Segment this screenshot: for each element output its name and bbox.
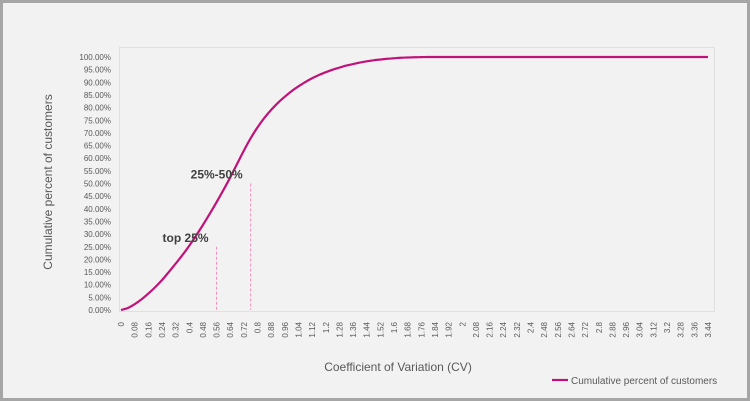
y-tick-label: 40.00% <box>84 205 111 214</box>
x-tick-label: 0.4 <box>185 321 194 333</box>
x-tick-label: 3.2 <box>663 321 672 333</box>
x-tick-label: 2.48 <box>540 321 549 337</box>
x-tick-label: 2.32 <box>513 321 522 337</box>
plot-area <box>119 47 715 312</box>
x-tick-label: 1.28 <box>335 321 344 337</box>
annotation-guides <box>216 183 252 310</box>
x-tick-label: 0.48 <box>199 321 208 337</box>
y-tick-label: 25.00% <box>84 243 111 252</box>
x-tick-label: 0 <box>117 321 126 326</box>
y-tick-label: 20.00% <box>84 255 111 264</box>
x-tick-label: 0.08 <box>131 321 140 337</box>
x-tick-label: 2.8 <box>595 321 604 333</box>
x-tick-label: 0.72 <box>240 321 249 337</box>
x-tick-label: 0.88 <box>267 321 276 337</box>
y-tick-label: 65.00% <box>84 142 111 151</box>
x-tick-label: 0.16 <box>144 321 153 337</box>
x-tick-label: 2.08 <box>472 321 481 337</box>
y-tick-label: 80.00% <box>84 104 111 113</box>
y-tick-label: 5.00% <box>88 293 111 302</box>
x-tick-label: 0.8 <box>254 321 263 333</box>
x-tick-label: 2.88 <box>608 321 617 337</box>
annotation-label: top 25% <box>163 231 209 245</box>
legend-label: Cumulative percent of customers <box>571 376 717 387</box>
annotation-label: 25%-50% <box>191 168 243 182</box>
x-tick-label: 2.4 <box>527 321 536 333</box>
x-tick-label: 0.96 <box>281 321 290 337</box>
y-tick-label: 60.00% <box>84 154 111 163</box>
y-tick-label: 45.00% <box>84 192 111 201</box>
y-tick-label: 100.00% <box>79 53 111 62</box>
x-tick-label: 3.28 <box>677 321 686 337</box>
x-tick-label: 1.12 <box>308 321 317 337</box>
x-tick-label: 1.6 <box>390 321 399 333</box>
y-tick-label: 90.00% <box>84 78 111 87</box>
x-tick-label: 2.96 <box>622 321 631 337</box>
x-tick-label: 3.36 <box>690 321 699 337</box>
x-tick-label: 3.44 <box>704 321 713 337</box>
y-tick-label: 85.00% <box>84 91 111 100</box>
y-tick-label: 0.00% <box>88 306 111 315</box>
x-axis-label: Coefficient of Variation (CV) <box>324 360 472 374</box>
annotations: top 25% 25%-50% <box>163 168 243 245</box>
y-tick-label: 35.00% <box>84 217 111 226</box>
y-tick-label: 55.00% <box>84 167 111 176</box>
x-tick-label: 2 <box>458 321 467 326</box>
x-tick-label: 2.24 <box>499 321 508 337</box>
x-tick-label: 1.76 <box>417 321 426 337</box>
series-line <box>120 55 708 312</box>
x-tick-label: 3.12 <box>649 321 658 337</box>
x-tick-label: 2.64 <box>567 321 576 337</box>
x-tick-label: 3.04 <box>636 321 645 337</box>
x-tick-label: 1.68 <box>404 321 413 337</box>
x-tick-label: 0.24 <box>158 321 167 337</box>
y-axis-label: Cumulative percent of customers <box>41 94 55 269</box>
x-tick-label: 2.16 <box>486 321 495 337</box>
legend: Cumulative percent of customers <box>552 376 717 387</box>
x-tick-label: 1.92 <box>445 321 454 337</box>
y-tick-label: 15.00% <box>84 268 111 277</box>
x-tick-label: 1.36 <box>349 321 358 337</box>
x-tick-label: 1.44 <box>363 321 372 337</box>
x-tick-label: 0.32 <box>172 321 181 337</box>
x-axis-ticks: 0 0.08 0.16 0.24 0.32 0.4 0.48 0.56 0.64 0.72 0.8 0… <box>117 321 713 337</box>
y-tick-label: 10.00% <box>84 281 111 290</box>
x-tick-label: 1.04 <box>294 321 303 337</box>
x-tick-label: 0.64 <box>226 321 235 337</box>
y-tick-label: 75.00% <box>84 116 111 125</box>
x-tick-label: 2.72 <box>581 321 590 337</box>
y-tick-label: 70.00% <box>84 129 111 138</box>
x-tick-label: 1.84 <box>431 321 440 337</box>
x-tick-label: 0.56 <box>213 321 222 337</box>
y-tick-label: 30.00% <box>84 230 111 239</box>
y-axis-ticks: 0.00% 5.00% 10.00% 15.00% 20.00% 25.00% 30.00%… <box>79 53 111 315</box>
x-tick-label: 1.52 <box>376 321 385 337</box>
x-tick-label: 1.2 <box>322 321 331 333</box>
y-tick-label: 50.00% <box>84 180 111 189</box>
x-tick-label: 2.56 <box>554 321 563 337</box>
y-tick-label: 95.00% <box>84 66 111 75</box>
